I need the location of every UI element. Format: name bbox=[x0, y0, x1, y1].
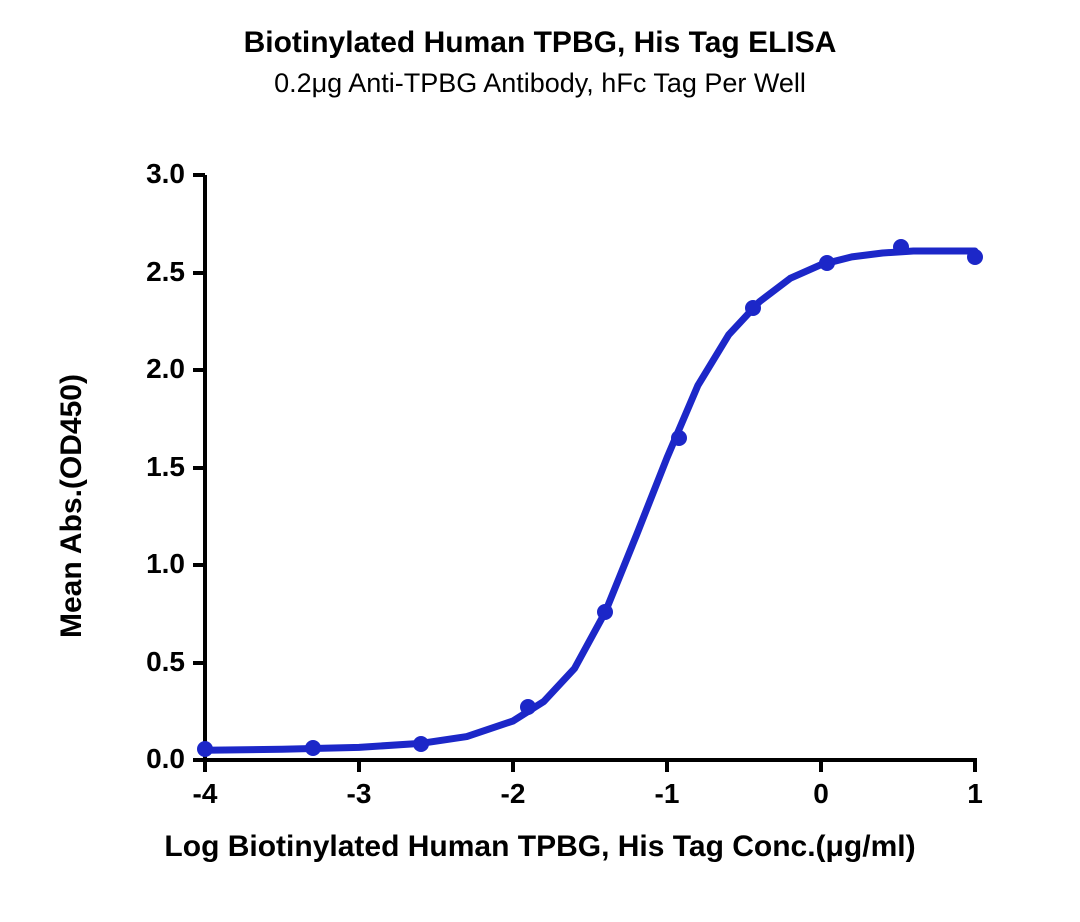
chart-subtitle: 0.2μg Anti-TPBG Antibody, hFc Tag Per We… bbox=[0, 68, 1080, 99]
x-tick-label: -3 bbox=[329, 778, 389, 810]
data-point bbox=[967, 249, 983, 265]
data-point bbox=[413, 736, 429, 752]
y-tick bbox=[193, 563, 205, 567]
y-tick bbox=[193, 466, 205, 470]
x-tick-label: 0 bbox=[791, 778, 851, 810]
x-axis-label: Log Biotinylated Human TPBG, His Tag Con… bbox=[0, 830, 1080, 864]
x-tick-label: -2 bbox=[483, 778, 543, 810]
y-tick bbox=[193, 173, 205, 177]
x-tick-label: -1 bbox=[637, 778, 697, 810]
y-tick-label: 2.0 bbox=[115, 353, 185, 385]
x-tick-label: 1 bbox=[945, 778, 1005, 810]
y-tick bbox=[193, 758, 205, 762]
fit-curve bbox=[205, 251, 975, 750]
y-tick-label: 2.5 bbox=[115, 256, 185, 288]
chart-container: Biotinylated Human TPBG, His Tag ELISA 0… bbox=[0, 0, 1080, 922]
y-tick bbox=[193, 368, 205, 372]
x-tick bbox=[819, 760, 823, 772]
x-tick bbox=[357, 760, 361, 772]
data-point bbox=[305, 740, 321, 756]
x-tick-label: -4 bbox=[175, 778, 235, 810]
y-tick-label: 1.5 bbox=[115, 451, 185, 483]
y-tick-label: 0.0 bbox=[115, 743, 185, 775]
data-point bbox=[819, 255, 835, 271]
data-point bbox=[520, 699, 536, 715]
plot-area: -4-3-2-1010.00.51.01.52.02.53.0 bbox=[205, 175, 975, 760]
data-point bbox=[745, 300, 761, 316]
chart-title: Biotinylated Human TPBG, His Tag ELISA bbox=[0, 26, 1080, 60]
x-tick bbox=[511, 760, 515, 772]
data-point bbox=[671, 430, 687, 446]
data-point bbox=[893, 239, 909, 255]
y-axis-label: Mean Abs.(OD450) bbox=[55, 374, 89, 638]
y-tick bbox=[193, 661, 205, 665]
x-tick bbox=[973, 760, 977, 772]
fit-curve-svg bbox=[205, 175, 975, 760]
data-point bbox=[597, 604, 613, 620]
x-tick bbox=[665, 760, 669, 772]
y-tick-label: 1.0 bbox=[115, 548, 185, 580]
y-tick bbox=[193, 271, 205, 275]
x-axis-line bbox=[203, 758, 977, 762]
data-point bbox=[197, 741, 213, 757]
y-tick-label: 0.5 bbox=[115, 646, 185, 678]
y-tick-label: 3.0 bbox=[115, 158, 185, 190]
